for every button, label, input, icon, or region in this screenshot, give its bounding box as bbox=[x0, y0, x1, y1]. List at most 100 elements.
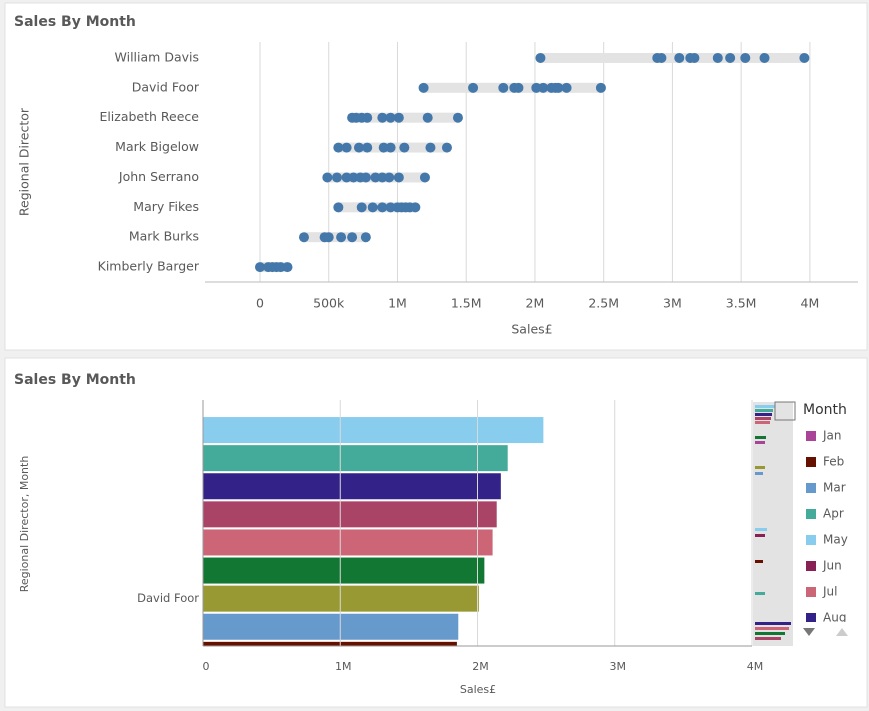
dot bbox=[656, 52, 667, 63]
dot bbox=[298, 232, 309, 243]
x-axis-title: Sales£ bbox=[460, 683, 496, 696]
dot bbox=[377, 112, 388, 123]
dot bbox=[740, 52, 751, 63]
x-tick-label: 500k bbox=[313, 296, 345, 311]
dot bbox=[419, 172, 430, 183]
minimap-bar bbox=[755, 622, 791, 625]
dot bbox=[535, 52, 546, 63]
legend-swatch bbox=[806, 457, 816, 467]
legend-swatch bbox=[806, 431, 816, 441]
x-tick-label: 2M bbox=[472, 660, 489, 673]
minimap-bar bbox=[755, 417, 771, 420]
dot bbox=[595, 82, 606, 93]
y-tick-label: John Serrano bbox=[118, 169, 199, 184]
dot bbox=[393, 172, 404, 183]
dot bbox=[452, 112, 463, 123]
dot bbox=[799, 52, 810, 63]
bar bbox=[203, 641, 457, 646]
minimap bbox=[753, 401, 796, 646]
legend-label: Jun bbox=[822, 559, 842, 573]
chart: 0 500k 1M 1.5M 2M 2.5M 3M 3.5M 4M William Davis Da… bbox=[98, 42, 858, 311]
legend-swatch bbox=[806, 535, 816, 545]
minimap-bar bbox=[755, 592, 765, 595]
dot bbox=[275, 262, 286, 273]
legend-swatch bbox=[806, 509, 816, 519]
minimap-window[interactable] bbox=[774, 401, 796, 421]
legend-swatch bbox=[806, 483, 816, 493]
dot bbox=[282, 262, 293, 273]
range-band bbox=[303, 232, 366, 243]
dot bbox=[331, 172, 342, 183]
dot bbox=[531, 82, 542, 93]
legend-label: Aug bbox=[823, 611, 846, 625]
dot bbox=[441, 142, 452, 153]
y-tick-label: Mark Burks bbox=[129, 229, 199, 244]
dot bbox=[323, 232, 334, 243]
dot bbox=[341, 142, 352, 153]
bar bbox=[203, 613, 459, 640]
dot bbox=[378, 142, 389, 153]
minimap-bar bbox=[755, 409, 773, 412]
x-tick-label: 0 bbox=[203, 660, 210, 673]
x-tick-label: 2.5M bbox=[588, 296, 619, 311]
dot bbox=[370, 172, 381, 183]
x-tick-label: 3M bbox=[610, 660, 627, 673]
legend-swatch bbox=[806, 587, 816, 597]
bar bbox=[203, 585, 479, 612]
dot bbox=[360, 172, 371, 183]
dot bbox=[362, 112, 373, 123]
x-tick-label: 4M bbox=[747, 660, 764, 673]
x-tick-label: 2M bbox=[526, 296, 545, 311]
y-tick-label: David Foor bbox=[132, 79, 200, 94]
dot bbox=[553, 82, 564, 93]
dot bbox=[333, 142, 344, 153]
scroll-up[interactable] bbox=[836, 628, 848, 636]
dot bbox=[333, 202, 344, 213]
dot bbox=[674, 52, 685, 63]
y-tick-label: Kimberly Barger bbox=[98, 259, 200, 274]
dot bbox=[348, 172, 359, 183]
minimap-bar bbox=[755, 627, 789, 630]
minimap-bar bbox=[755, 632, 785, 635]
dot bbox=[385, 202, 396, 213]
legend-label: May bbox=[823, 533, 848, 547]
legend: Month Jan Feb Mar Apr May Jun Jul Aug bbox=[803, 402, 848, 625]
dot bbox=[759, 52, 770, 63]
dot bbox=[399, 142, 410, 153]
scroll-down[interactable] bbox=[803, 628, 815, 636]
minimap-bar bbox=[755, 637, 781, 640]
dot bbox=[322, 172, 333, 183]
minimap-bar bbox=[755, 560, 763, 563]
dot bbox=[377, 172, 388, 183]
y-tick-label: David Foor bbox=[137, 591, 199, 605]
bars bbox=[203, 417, 544, 646]
bar bbox=[203, 445, 508, 472]
dot bbox=[538, 82, 549, 93]
dot bbox=[561, 82, 572, 93]
minimap-bar bbox=[755, 534, 765, 537]
y-tick-label: Mark Bigelow bbox=[115, 139, 199, 154]
dot bbox=[425, 142, 436, 153]
dot bbox=[498, 82, 509, 93]
x-tick-label: 3M bbox=[663, 296, 682, 311]
bar bbox=[203, 529, 493, 556]
dot bbox=[418, 82, 429, 93]
legend-label: Jan bbox=[822, 429, 842, 443]
dot bbox=[356, 202, 367, 213]
dot bbox=[410, 202, 421, 213]
x-tick-label: 1M bbox=[388, 296, 407, 311]
chart: 0 1M 2M 3M 4M David Foor bbox=[137, 400, 763, 673]
dot bbox=[393, 112, 404, 123]
minimap-bar bbox=[755, 405, 775, 408]
dot bbox=[353, 142, 364, 153]
minimap-bar bbox=[755, 441, 765, 444]
x-tick-label: 3.5M bbox=[726, 296, 757, 311]
dot bbox=[362, 142, 373, 153]
dot bbox=[347, 232, 358, 243]
minimap-bar bbox=[755, 466, 765, 469]
y-tick-label: Elizabeth Reece bbox=[99, 109, 199, 124]
bar bbox=[203, 417, 544, 444]
dot bbox=[422, 112, 433, 123]
minimap-bar bbox=[755, 421, 770, 424]
chart-title: Sales By Month bbox=[14, 372, 136, 388]
